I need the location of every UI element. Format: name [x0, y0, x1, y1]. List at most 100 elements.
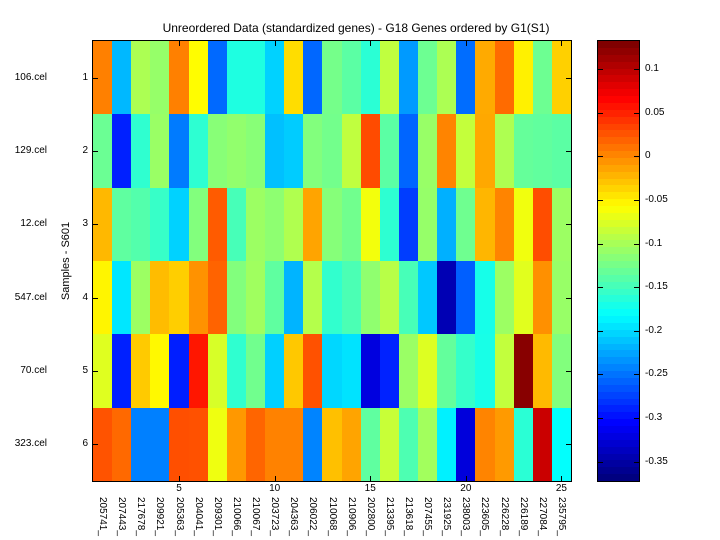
heatmap-cell	[418, 334, 438, 408]
x-tick-mark	[179, 476, 181, 481]
colorbar-segment	[598, 123, 639, 131]
sample-name-label: 129.cel	[14, 145, 47, 156]
heatmap-cell	[494, 334, 514, 408]
gene-id-label: 223605_	[479, 497, 491, 536]
gene-id-label: 226189_	[517, 497, 529, 536]
colorbar-tick-mark	[634, 287, 639, 289]
heatmap-cell	[303, 187, 323, 261]
heatmap-cell	[379, 334, 399, 408]
x-tick-mark	[274, 476, 276, 481]
colorbar-tick-label: 0	[645, 150, 651, 162]
heatmap-cell	[131, 187, 151, 261]
heatmap-cell	[322, 407, 342, 481]
heatmap-cell	[112, 41, 132, 115]
heatmap-cell	[532, 114, 552, 188]
heatmap-cell	[131, 114, 151, 188]
heatmap-cell	[551, 187, 571, 261]
heatmap-cell	[112, 407, 132, 481]
colorbar-tick-label: -0.3	[645, 412, 663, 424]
heatmap-cell	[169, 261, 189, 335]
heatmap-cell	[456, 407, 476, 481]
gene-id-label: 209921_	[154, 497, 166, 536]
colorbar-segment	[598, 377, 639, 385]
y-tick-mark	[93, 297, 98, 299]
y-tick-mark	[566, 444, 571, 446]
heatmap-cell	[150, 334, 170, 408]
heatmap-cell	[226, 114, 246, 188]
heatmap-cell	[188, 261, 208, 335]
colorbar-segment	[598, 75, 639, 83]
heatmap-cell	[341, 114, 361, 188]
heatmap-cell	[169, 334, 189, 408]
colorbar-segment	[598, 206, 639, 213]
y-tick-label: 5	[82, 365, 88, 376]
gene-id-label: 213618_	[402, 497, 414, 536]
heatmap-cell	[284, 41, 304, 115]
x-tick-mark	[370, 476, 372, 481]
heatmap-cell	[226, 41, 246, 115]
gene-id-label: 213395_	[383, 497, 395, 536]
heatmap-cell	[398, 407, 419, 481]
heatmap-cell	[475, 261, 495, 335]
y-tick-mark	[93, 444, 98, 446]
gene-id-label: 202800_	[364, 497, 376, 536]
heatmap-cell	[379, 41, 399, 115]
heatmap-cell	[398, 334, 419, 408]
colorbar-segment	[598, 384, 639, 392]
heatmap-cell	[513, 41, 533, 115]
colorbar-tick-mark	[634, 199, 639, 201]
heatmap-cell	[398, 41, 419, 115]
heatmap-cell	[532, 407, 552, 481]
heatmap-cell	[360, 334, 380, 408]
heatmap-cell	[93, 334, 113, 408]
heatmap-cell	[494, 187, 514, 261]
heatmap-cell	[188, 114, 208, 188]
heatmap-cell	[112, 114, 132, 188]
colorbar-segment	[598, 137, 639, 145]
heatmap-cell	[398, 261, 419, 335]
colorbar-segment	[598, 364, 639, 371]
colorbar-tick-label: -0.1	[645, 237, 663, 249]
gene-id-label: 238003_	[460, 497, 472, 536]
heatmap-cell	[551, 114, 571, 188]
y-tick-mark	[566, 151, 571, 152]
y-tick-mark	[93, 224, 98, 226]
heatmap-axes	[92, 40, 572, 482]
colorbar-segment	[598, 322, 639, 330]
colorbar-segment	[598, 185, 639, 193]
heatmap-cell	[532, 41, 552, 115]
colorbar-segment	[598, 192, 639, 200]
colorbar-segment	[598, 54, 639, 62]
heatmap-cell	[112, 261, 132, 335]
gene-id-label: 205363_	[173, 497, 185, 536]
heatmap-cell	[456, 41, 476, 115]
heatmap-cell	[322, 114, 342, 188]
gene-id-label: 206022_	[307, 497, 319, 536]
colorbar-tick-mark	[634, 461, 639, 463]
heatmap-cell	[169, 407, 189, 481]
colorbar-segment	[598, 41, 639, 48]
heatmap-cell	[265, 41, 285, 115]
heatmap-cell	[303, 407, 323, 481]
heatmap-cell	[475, 334, 495, 408]
colorbar-segment	[598, 446, 639, 454]
colorbar-tick-mark	[598, 330, 603, 332]
colorbar-segment	[598, 212, 639, 220]
colorbar-segment	[598, 398, 639, 406]
colorbar-segment	[598, 281, 639, 289]
heatmap-cell	[437, 187, 457, 261]
gene-id-label: 207443_	[116, 497, 128, 536]
heatmap-cell	[188, 334, 208, 408]
heatmap-cell	[265, 261, 285, 335]
heatmap-cell	[532, 334, 552, 408]
colorbar-segment	[598, 144, 639, 151]
heatmap-cell	[265, 187, 285, 261]
heatmap-cell	[284, 407, 304, 481]
heatmap-cell	[513, 261, 533, 335]
heatmap-cell	[437, 334, 457, 408]
colorbar-segment	[598, 247, 639, 255]
colorbar-segment	[598, 151, 639, 158]
heatmap-cell	[303, 114, 323, 188]
gene-id-label: 204363_	[288, 497, 300, 536]
gene-id-label: 235795_	[555, 497, 567, 536]
